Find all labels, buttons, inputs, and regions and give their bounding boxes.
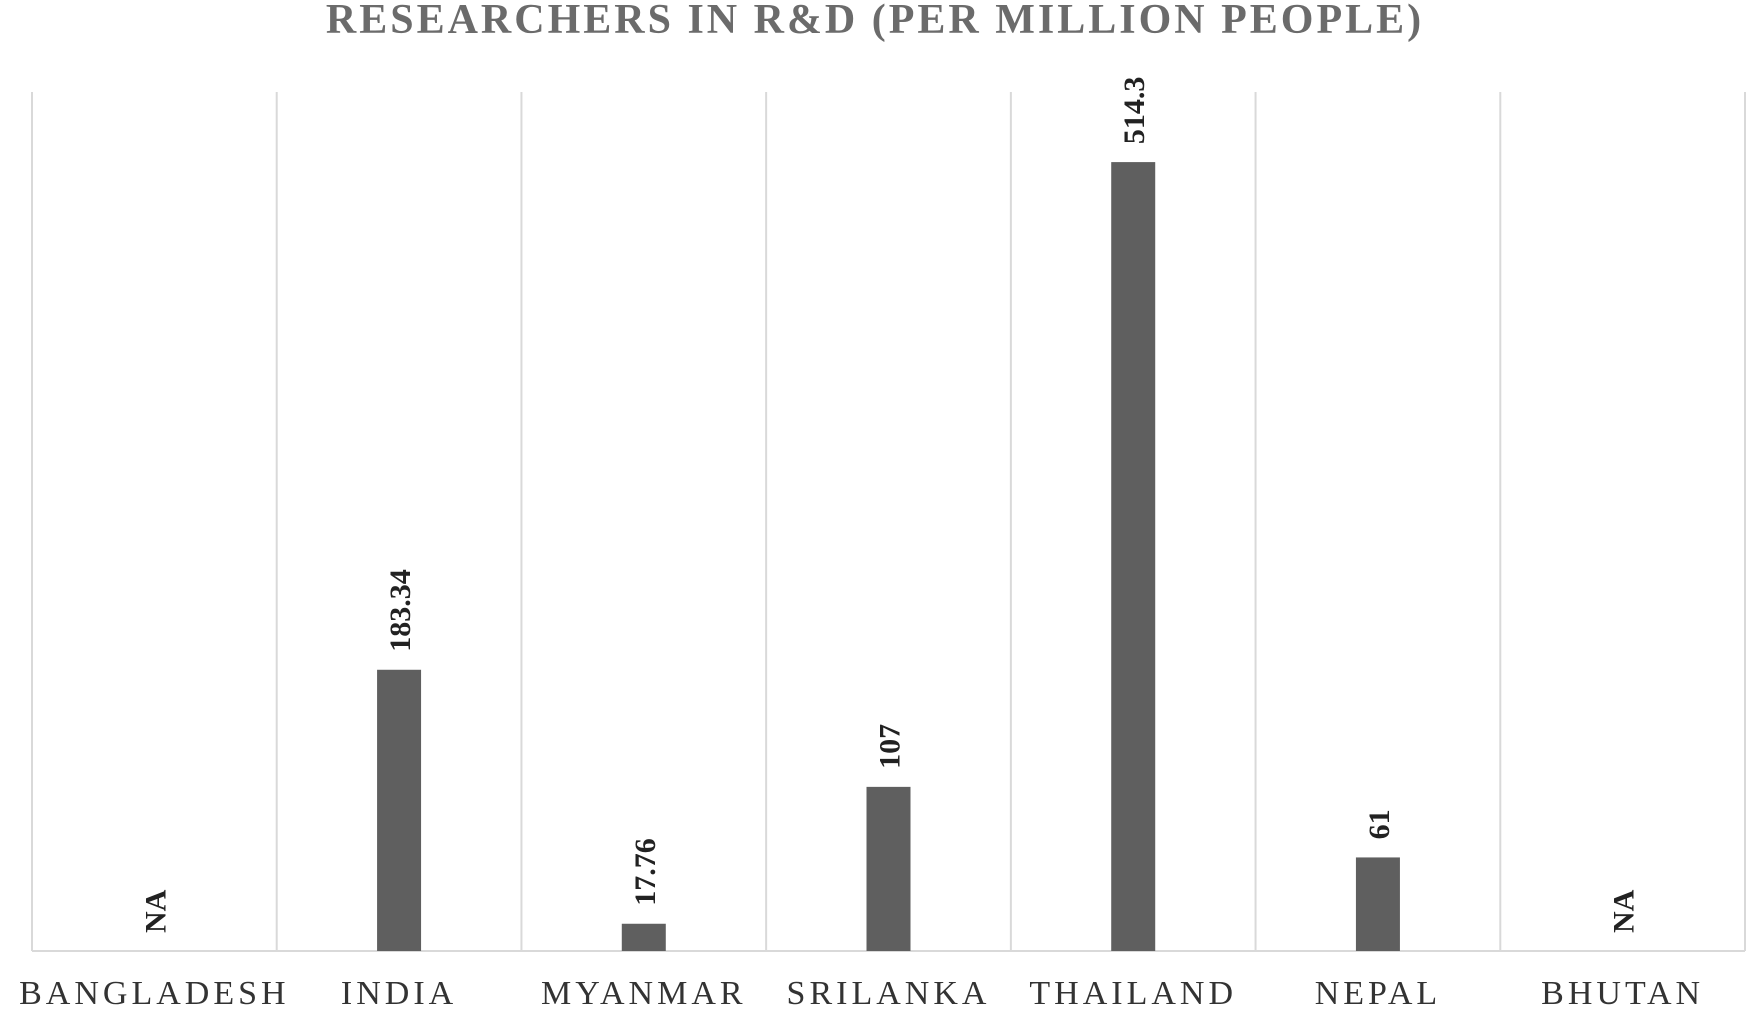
data-label-thailand: 514.3 xyxy=(1118,77,1151,145)
bar-thailand xyxy=(1111,162,1156,952)
data-label-srilanka: 107 xyxy=(874,724,907,769)
data-label-bangladesh: NA xyxy=(139,889,172,933)
data-labels: NA 183.34 17.76 107 514.3 61 NA xyxy=(139,77,1640,933)
bar-nepal xyxy=(1355,857,1400,951)
category-label-india: INDIA xyxy=(341,975,457,1009)
category-label-bangladesh: BANGLADESH xyxy=(19,975,289,1009)
bar-srilanka xyxy=(866,786,911,951)
category-label-bhutan: BHUTAN xyxy=(1541,975,1704,1009)
data-label-myanmar: 17.76 xyxy=(629,838,662,906)
data-label-bhutan: NA xyxy=(1608,889,1641,933)
bars xyxy=(377,162,1400,952)
bar-myanmar xyxy=(621,923,666,951)
category-label-thailand: THAILAND xyxy=(1029,975,1237,1009)
category-label-srilanka: SRILANKA xyxy=(787,975,991,1009)
category-label-nepal: NEPAL xyxy=(1315,975,1441,1009)
chart-title: RESEARCHERS IN R&D (PER MILLION PEOPLE) xyxy=(326,0,1424,43)
bar-india xyxy=(377,669,422,951)
data-label-nepal: 61 xyxy=(1363,809,1396,839)
category-label-myanmar: MYANMAR xyxy=(541,975,747,1009)
data-label-india: 183.34 xyxy=(384,569,417,652)
category-labels: BANGLADESH INDIA MYANMAR SRILANKA THAILAND NE… xyxy=(19,975,1704,1009)
